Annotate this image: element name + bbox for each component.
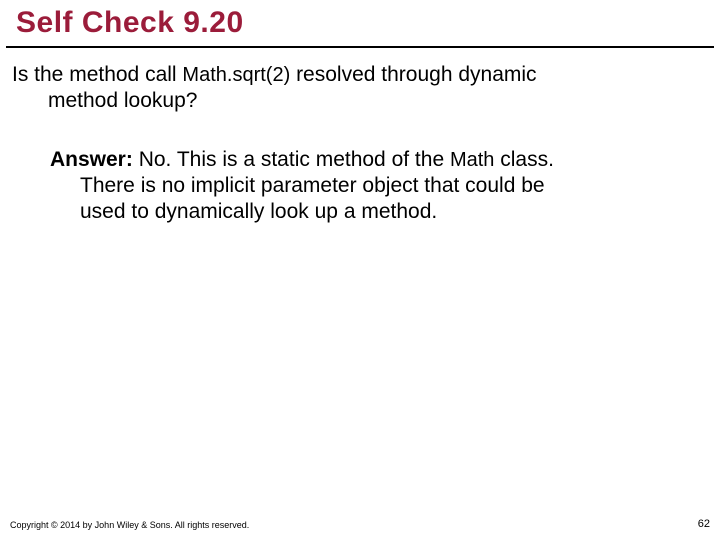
footer: Copyright © 2014 by John Wiley & Sons. A…: [10, 518, 710, 530]
question-code: Math.sqrt(2): [182, 64, 290, 86]
question-text: Is the method call Math.sqrt(2) resolved…: [0, 48, 720, 115]
answer-part1: No. This is a static method of the: [133, 148, 450, 171]
page-number: 62: [698, 518, 710, 530]
answer-part2: class.: [494, 148, 554, 171]
slide-title: Self Check 9.20: [6, 0, 714, 48]
question-part2: resolved through dynamic: [290, 63, 536, 86]
answer-line2: There is no implicit parameter object th…: [50, 173, 680, 199]
answer-line3: used to dynamically look up a method.: [50, 199, 680, 225]
copyright-text: Copyright © 2014 by John Wiley & Sons. A…: [10, 520, 249, 530]
answer-code: Math: [450, 149, 494, 171]
answer-text: Answer: No. This is a static method of t…: [0, 115, 720, 226]
answer-label: Answer:: [50, 148, 133, 171]
question-line2: method lookup?: [12, 88, 710, 114]
question-part1: Is the method call: [12, 63, 182, 86]
